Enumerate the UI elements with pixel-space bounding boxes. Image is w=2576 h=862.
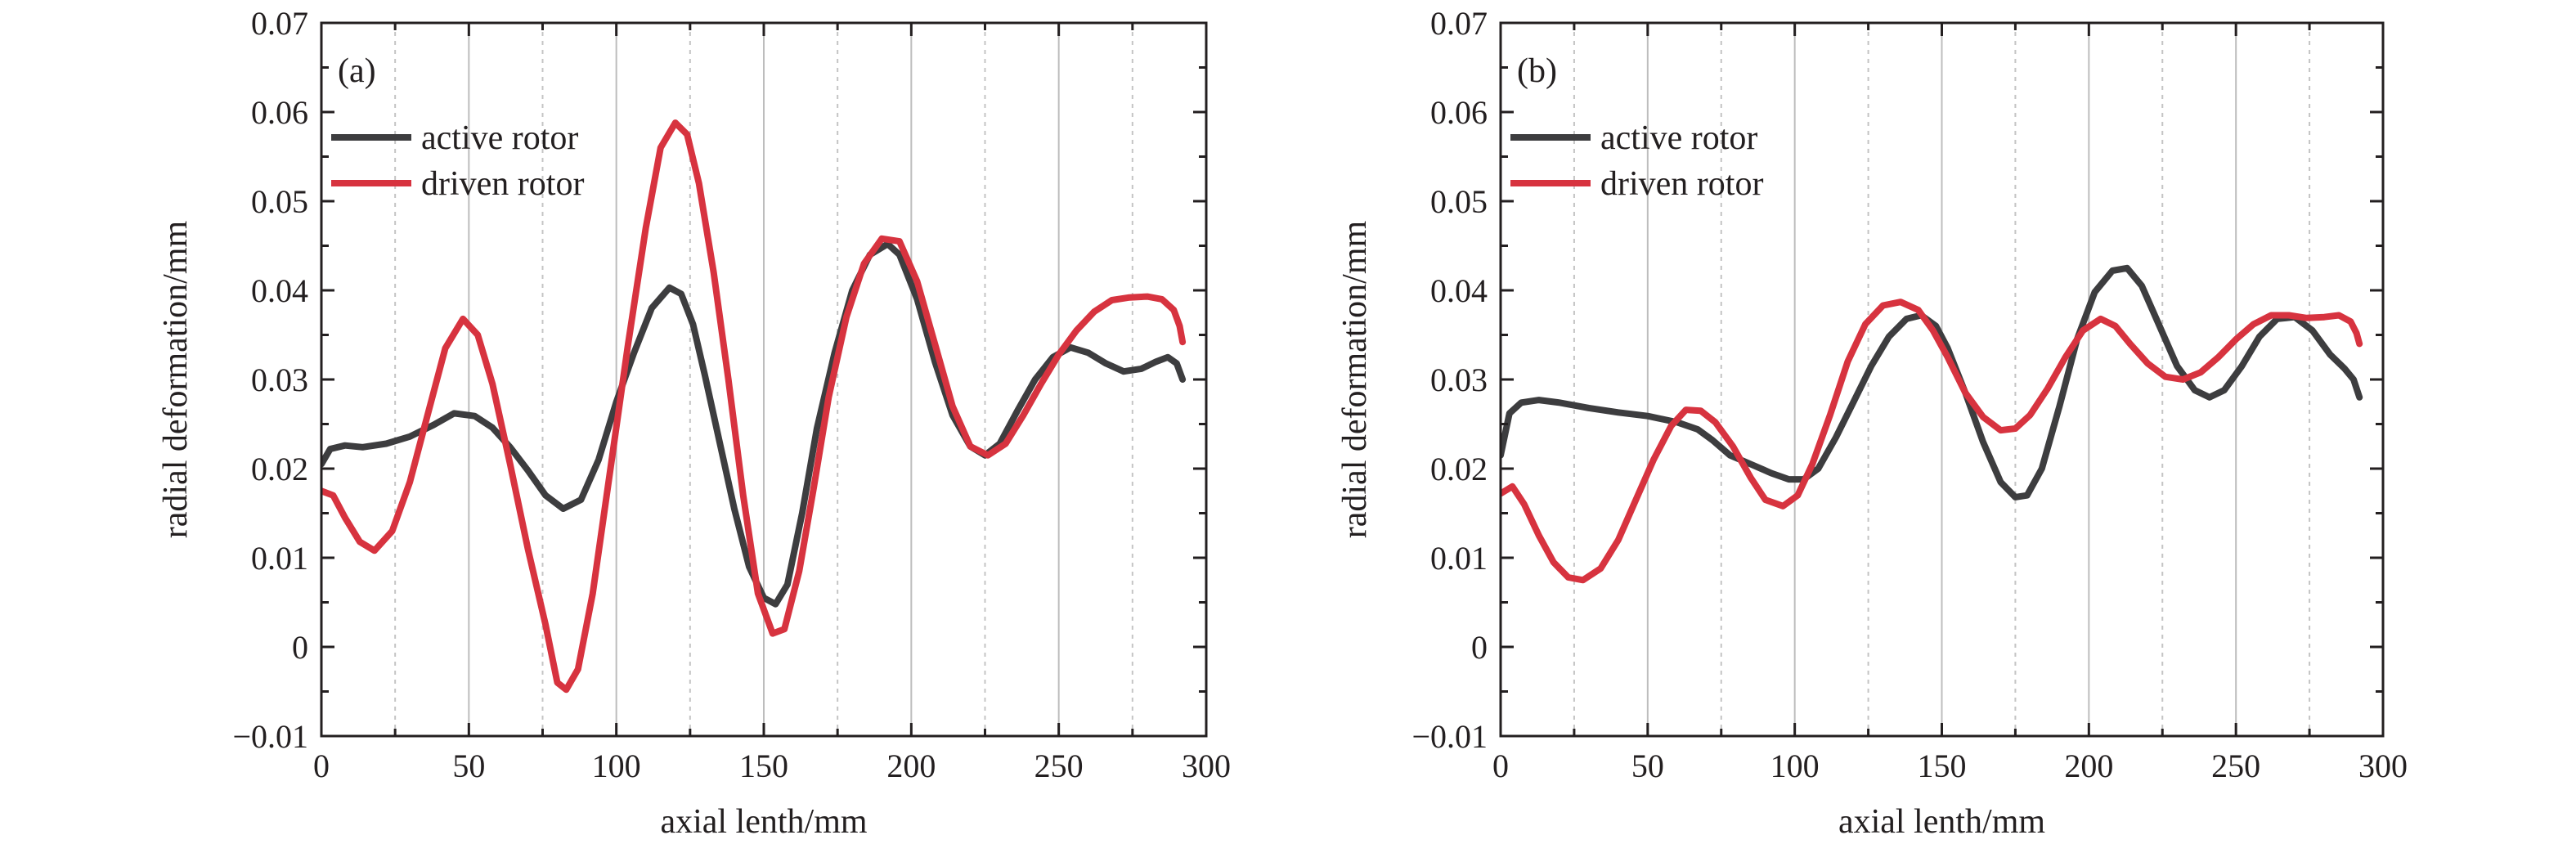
y-axis-label: radial deformation/mm (1336, 220, 1374, 538)
series-line-driven-rotor (1501, 299, 2363, 584)
y-tick-label: 0.03 (251, 361, 308, 398)
series-line-active-rotor (1501, 264, 2363, 501)
y-tick-label: −0.01 (232, 718, 308, 755)
legend-label: driven rotor (421, 165, 584, 203)
y-tick-label: 0 (292, 629, 308, 666)
legend-label: driven rotor (1600, 165, 1763, 203)
x-tick-label: 0 (313, 748, 330, 784)
panel-a: 0 50 100 150 200 250 300−0.0100.010.020.030.04… (157, 5, 1231, 841)
y-tick-label: 0.06 (251, 94, 308, 131)
series-line-driven-rotor (321, 119, 1187, 694)
y-tick-label: 0.01 (1430, 540, 1488, 577)
y-tick-label: 0 (1471, 629, 1488, 666)
x-tick-label: 200 (2064, 748, 2113, 784)
x-tick-label: 250 (2211, 748, 2260, 784)
panel-b: 0 50 100 150 200 250 300−0.0100.010.020.030.04… (1336, 5, 2408, 841)
y-tick-label: 0.03 (1430, 361, 1488, 398)
x-tick-label: 150 (1918, 748, 1967, 784)
y-axis-label: radial deformation/mm (157, 220, 195, 538)
x-tick-label: 0 (1492, 748, 1509, 784)
x-tick-label: 50 (452, 748, 485, 784)
panel-label: (a) (338, 52, 376, 90)
x-tick-label: 100 (1770, 748, 1820, 784)
x-tick-label: 150 (739, 748, 788, 784)
legend-label: active rotor (1600, 119, 1757, 157)
y-tick-label: 0.02 (251, 451, 308, 487)
x-tick-label: 300 (2358, 748, 2408, 784)
legend-label: active rotor (421, 119, 578, 157)
y-tick-label: 0.04 (251, 272, 308, 309)
y-tick-label: 0.01 (251, 540, 308, 577)
x-tick-label: 200 (886, 748, 936, 784)
x-tick-label: 100 (592, 748, 641, 784)
y-tick-label: 0.06 (1430, 94, 1488, 131)
x-tick-label: 250 (1034, 748, 1084, 784)
y-tick-label: −0.01 (1411, 718, 1488, 755)
panel-label: (b) (1517, 52, 1557, 90)
x-axis-label: axial lenth/mm (660, 803, 867, 841)
y-tick-label: 0.05 (251, 183, 308, 220)
x-tick-label: 300 (1182, 748, 1231, 784)
x-tick-label: 50 (1631, 748, 1664, 784)
y-tick-label: 0.02 (1430, 451, 1488, 487)
x-axis-label: axial lenth/mm (1838, 803, 2045, 841)
y-tick-label: 0.07 (1430, 5, 1488, 42)
y-tick-label: 0.05 (1430, 183, 1488, 220)
y-tick-label: 0.07 (251, 5, 308, 42)
y-tick-label: 0.04 (1430, 272, 1488, 309)
